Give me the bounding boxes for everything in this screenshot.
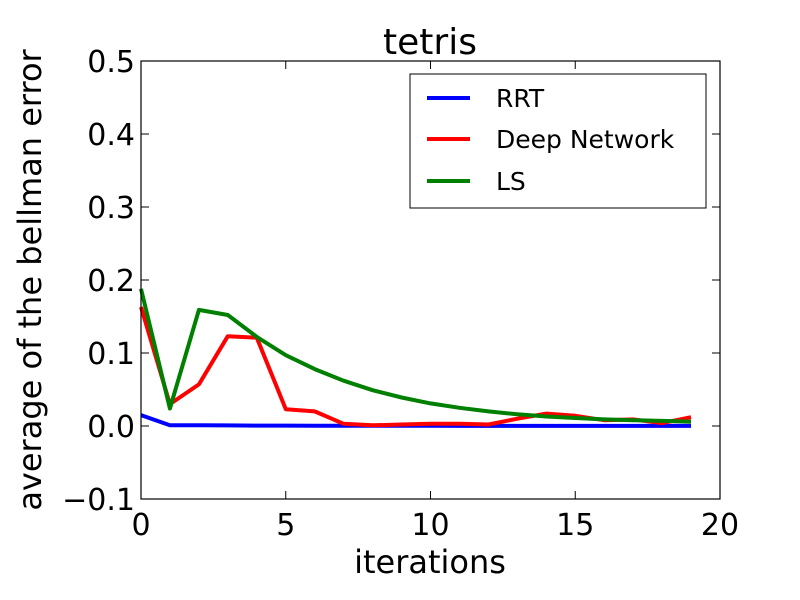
y-tick-label: 0.3 — [87, 191, 135, 226]
y-tick-label: −0.1 — [62, 483, 135, 518]
y-tick-label: 0.2 — [87, 264, 135, 299]
x-tick-label: 0 — [131, 508, 150, 543]
x-tick-label: 5 — [276, 508, 295, 543]
series-layer — [139, 288, 692, 428]
x-tick-label: 15 — [556, 508, 594, 543]
legend-label-rrt: RRT — [496, 84, 545, 113]
legend-label-deep-network: Deep Network — [496, 125, 675, 154]
y-axis-label: average of the bellman error — [11, 48, 49, 510]
y-tick-label: 0.0 — [87, 410, 135, 445]
legend-label-ls: LS — [496, 167, 526, 196]
x-tick-label: 20 — [701, 508, 739, 543]
y-tick-label: 0.1 — [87, 337, 135, 372]
tick-layer: 0 5 10 15 20 −0.1 0.0 0.1 0.2 0.3 0.4 0.5 — [62, 45, 739, 543]
y-tick-label: 0.4 — [87, 118, 135, 153]
plot-frame — [140, 60, 721, 500]
y-tick-label: 0.5 — [87, 45, 135, 80]
x-tick-label: 10 — [411, 508, 449, 543]
chart-title: tetris — [383, 22, 477, 63]
legend: RRT Deep Network LS — [409, 73, 707, 209]
x-axis-label: iterations — [354, 543, 506, 581]
series-line-ls — [139, 288, 692, 424]
